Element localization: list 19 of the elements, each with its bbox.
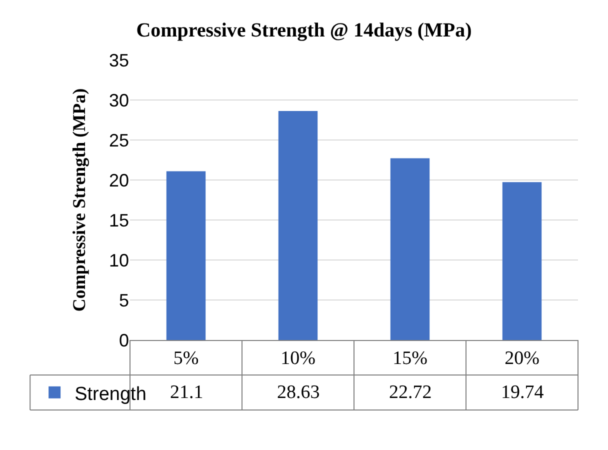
data-label: 21.1 [170,382,204,403]
data-label: 28.63 [277,382,320,403]
y-tick-label: 5 [118,290,129,310]
y-axis-title: Compressive Strength (MPa) [69,88,90,312]
chart-title: Compressive Strength @ 14days (MPa) [136,20,472,42]
y-tick-label: 20 [108,170,129,190]
x-tick-label: 10% [280,348,316,369]
x-tick-label: 20% [504,348,540,369]
y-tick-label: 10 [108,250,129,270]
data-label: 19.74 [501,382,544,403]
x-tick-label: 5% [173,348,199,369]
y-tick-label: 25 [108,130,129,150]
legend-label: Strength [74,384,146,405]
x-tick-label: 15% [392,348,428,369]
data-label: 22.72 [389,382,432,403]
y-tick-label: 35 [108,50,129,70]
y-tick-label: 0 [118,330,129,350]
y-tick-label: 15 [108,210,129,230]
y-tick-label: 30 [108,90,129,110]
